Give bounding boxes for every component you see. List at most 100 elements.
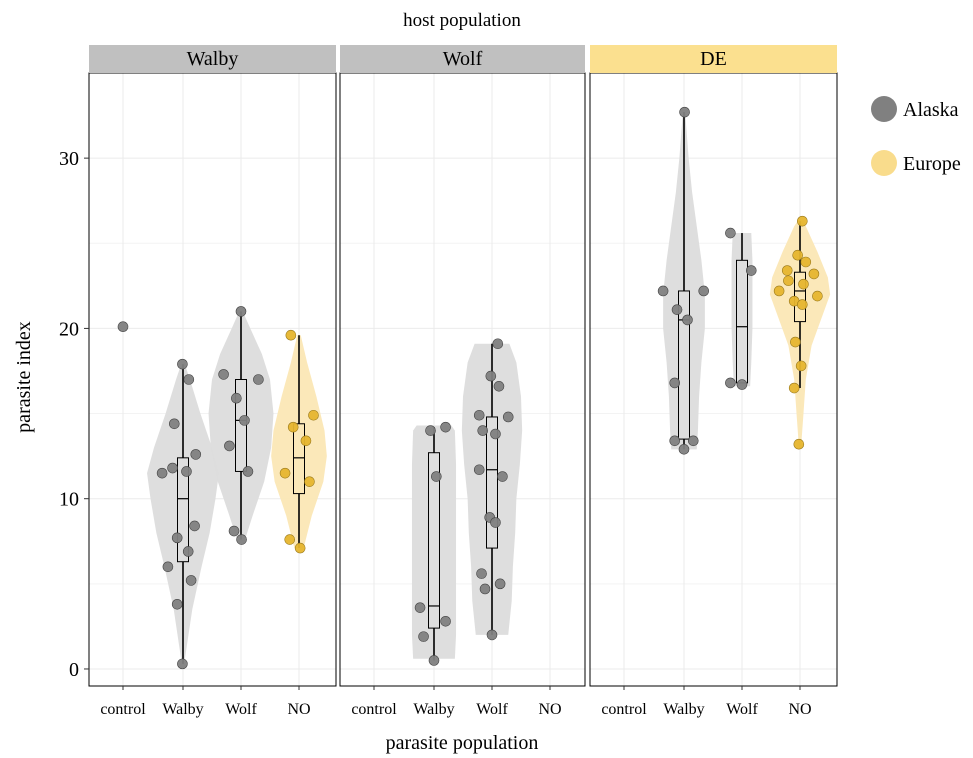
data-point: [431, 471, 442, 482]
data-point: [177, 358, 188, 370]
data-point: [287, 421, 299, 433]
legend-label: Europe: [903, 153, 961, 175]
data-point: [808, 268, 820, 280]
data-point: [239, 415, 250, 426]
data-point: [285, 329, 297, 341]
data-point: [812, 290, 823, 302]
data-point: [181, 466, 192, 477]
data-point: [169, 418, 180, 430]
x-tick-label: Walby: [413, 701, 454, 718]
panel-de: DE control Walby Wolf NO: [589, 45, 838, 718]
data-point: [284, 534, 296, 545]
violin: [271, 335, 327, 549]
data-point: [440, 615, 451, 627]
data-point: [308, 409, 319, 421]
data-point: [185, 575, 197, 586]
data-point: [657, 285, 669, 297]
group-walby-no: [271, 329, 327, 554]
data-point: [792, 249, 803, 261]
y-axis: 0 10 20 30: [59, 148, 89, 681]
data-point: [473, 464, 485, 476]
legend-label: Alaska: [903, 99, 959, 121]
panel-strip: [89, 45, 336, 73]
data-point: [736, 379, 748, 390]
data-point: [485, 370, 497, 382]
data-point: [790, 336, 801, 348]
data-point: [231, 392, 242, 404]
box: [428, 452, 440, 629]
x-tick-label: control: [601, 701, 647, 718]
data-point: [678, 444, 690, 455]
y-tick-label: 10: [59, 489, 79, 511]
x-tick-label: Wolf: [476, 701, 508, 718]
data-point: [171, 532, 183, 544]
box: [678, 290, 690, 440]
data-point: [788, 382, 800, 394]
panel-strip-label: DE: [700, 48, 727, 70]
x-axis-label: parasite population: [386, 732, 539, 754]
group-de-walby: [657, 106, 710, 455]
data-point: [679, 106, 690, 118]
group-de-wolf: [725, 227, 757, 390]
data-point: [497, 471, 508, 482]
data-point: [294, 542, 306, 554]
data-point: [183, 374, 195, 385]
legend-key-europe: [871, 150, 897, 176]
data-point: [279, 467, 291, 479]
y-tick-label: 30: [59, 148, 79, 170]
data-point: [479, 583, 491, 595]
data-point: [783, 275, 794, 287]
legend-key-alaska: [871, 96, 897, 122]
box: [293, 423, 305, 495]
data-point: [745, 265, 757, 276]
data-point: [440, 421, 451, 433]
data-point: [682, 314, 693, 326]
panel-strip-label: Wolf: [443, 48, 483, 70]
box: [235, 379, 247, 472]
data-point: [793, 438, 805, 450]
data-point: [414, 602, 426, 613]
x-tick-label: control: [351, 701, 397, 718]
panel-strip: [590, 45, 837, 73]
data-point: [502, 411, 514, 423]
data-point: [798, 278, 809, 290]
group-walby-control: [117, 321, 129, 333]
data-point: [224, 440, 235, 452]
x-tick-label: Walby: [162, 701, 203, 718]
data-point: [218, 369, 229, 380]
data-point: [190, 449, 202, 460]
data-point: [490, 517, 501, 528]
data-point: [300, 435, 312, 447]
data-point: [235, 306, 247, 317]
x-tick-label: Wolf: [726, 701, 758, 718]
x-tick-label: Walby: [663, 701, 704, 718]
data-point: [171, 598, 183, 610]
y-tick-label: 0: [69, 659, 79, 681]
data-point: [182, 546, 194, 557]
data-point: [669, 377, 681, 389]
panel-strip-label: Walby: [187, 48, 239, 70]
data-point: [797, 215, 808, 227]
data-point: [725, 377, 736, 389]
data-point: [797, 299, 808, 310]
y-tick-label: 20: [59, 318, 79, 340]
data-point: [473, 409, 485, 421]
data-point: [698, 285, 710, 297]
data-point: [669, 435, 681, 447]
data-point: [236, 534, 247, 545]
group-walby-wolf: [208, 306, 274, 545]
panel-strip: [340, 45, 585, 73]
data-point: [476, 568, 487, 579]
data-point: [162, 561, 174, 573]
data-point: [486, 629, 498, 641]
data-point: [425, 425, 436, 436]
data-point: [687, 435, 699, 447]
x-tick-label: Wolf: [225, 701, 257, 718]
group-walby-walby: [147, 358, 219, 670]
chart-title: host population: [403, 10, 521, 31]
data-point: [177, 658, 188, 670]
legend: Alaska Europe: [871, 96, 961, 176]
group-de-no: [769, 215, 831, 450]
